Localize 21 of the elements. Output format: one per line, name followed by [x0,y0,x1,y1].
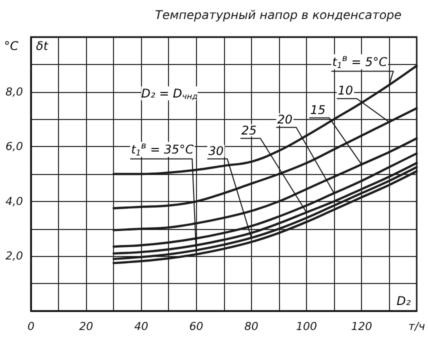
x-tick-label: 40 [134,320,148,333]
text: °C [4,39,19,53]
y-tick-label: 2,0 [6,250,23,263]
text: 20 [277,112,293,126]
x-axis-title: D₂ [396,294,411,308]
x-tick-label: 120 [351,320,372,333]
y-tick-label: 8,0 [6,85,23,98]
text: 15 [310,102,326,117]
text: 30 [208,144,224,158]
x-tick-label: 60 [189,320,204,333]
chart-title: Температурный напор в конденсаторе [155,8,402,22]
x-tick-label: т/ч [408,320,426,333]
y-tick-label: 6,0 [6,140,23,154]
x-tick-label: 80 [244,320,258,333]
y-axis-title: δt [36,39,50,53]
text: 25 [241,123,257,138]
x-tick-label: 20 [79,320,94,333]
x-tick-label: 100 [296,320,317,333]
y-tick-label: 4,0 [6,194,23,208]
text: 10 [338,84,354,98]
x-tick-label: 0 [28,320,34,333]
